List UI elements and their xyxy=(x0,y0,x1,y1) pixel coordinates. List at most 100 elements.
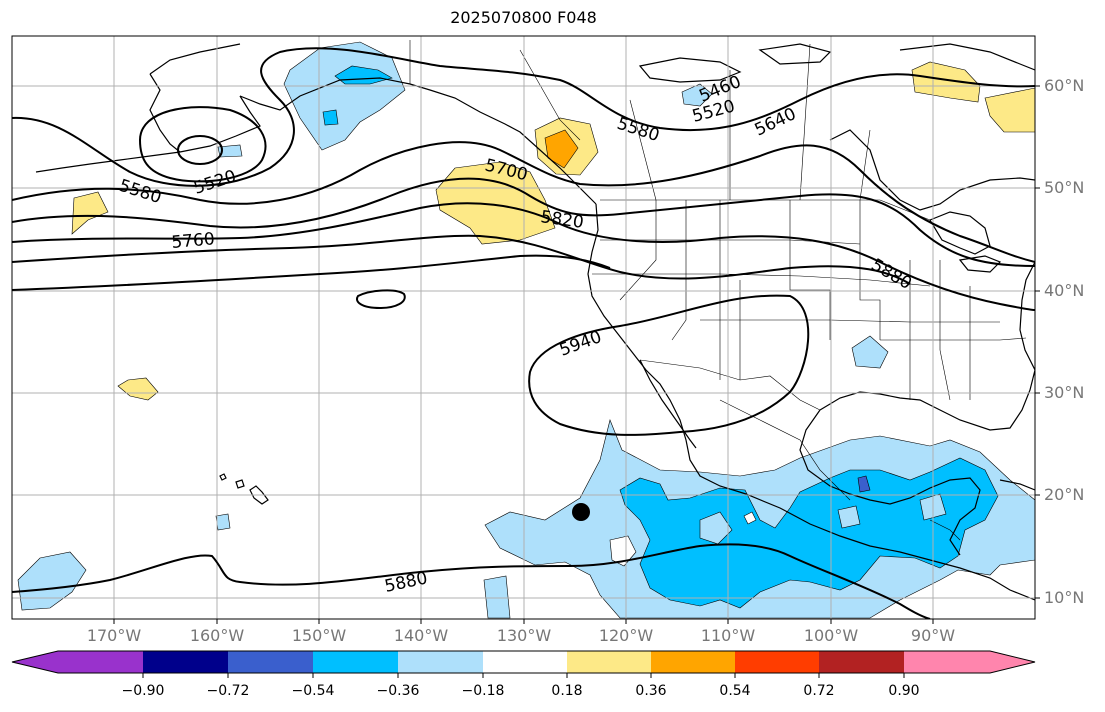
colorbar-segment xyxy=(398,651,483,673)
anomaly-area xyxy=(117,377,159,401)
colorbar-segment xyxy=(58,651,143,673)
border-line xyxy=(859,129,871,201)
anomaly-area xyxy=(681,83,713,107)
coastline xyxy=(958,255,1002,273)
contour-label: 5520 xyxy=(191,166,238,198)
anomaly-area xyxy=(857,475,871,493)
anomaly-area xyxy=(283,41,406,151)
colorbar-tick-label: 0.90 xyxy=(888,683,920,699)
coastline xyxy=(587,203,1035,601)
coastline xyxy=(239,77,597,205)
contour-label: 5760 xyxy=(171,229,216,253)
shaded-field-layer xyxy=(17,41,1035,619)
coastline xyxy=(799,409,981,556)
contour-line xyxy=(12,202,1035,311)
anomaly-area xyxy=(851,335,889,369)
contour-label: 5880 xyxy=(383,568,429,597)
lon-label: 130°W xyxy=(496,626,552,645)
colorbar-segment xyxy=(143,651,228,673)
coastline xyxy=(235,479,245,489)
coastline-layer xyxy=(35,43,1035,601)
lon-label: 160°W xyxy=(189,626,245,645)
contour-line xyxy=(528,294,810,436)
lat-label: 10°N xyxy=(1044,588,1085,607)
colorbar-segment xyxy=(651,651,735,673)
lon-label: 170°W xyxy=(86,626,142,645)
contour-layer xyxy=(12,47,1035,619)
border-line xyxy=(929,519,961,541)
map-panel: 5460 5520 5520 5580 5580 5640 5700 5760 … xyxy=(12,36,1035,619)
border-line xyxy=(639,359,821,411)
contour-line xyxy=(356,289,406,310)
colorbar-segment xyxy=(313,651,398,673)
border-line xyxy=(939,260,951,401)
colorbar-tick-label: −0.72 xyxy=(206,683,250,699)
colorbar-tick-label: −0.54 xyxy=(291,683,335,699)
coastline xyxy=(249,485,269,505)
lat-label: 30°N xyxy=(1044,383,1085,402)
contour-label: 5940 xyxy=(557,327,604,361)
border-line xyxy=(671,200,687,341)
anomaly-area xyxy=(217,144,243,158)
contour-line xyxy=(12,543,931,619)
colorbar-tick-label: −0.36 xyxy=(376,683,420,699)
colorbar-tick-label: 0.36 xyxy=(635,683,667,699)
border-line xyxy=(880,337,1027,341)
anomaly-area xyxy=(435,161,556,245)
coastline xyxy=(149,43,241,75)
graticule-layer xyxy=(12,36,1035,619)
border-line xyxy=(600,239,861,245)
lat-label: 60°N xyxy=(1044,76,1085,95)
contour-label: 5640 xyxy=(752,104,800,140)
border-line xyxy=(719,399,851,501)
colorbar-outline xyxy=(11,650,1036,674)
lon-label: 150°W xyxy=(291,626,347,645)
coastline xyxy=(219,473,227,481)
coastline xyxy=(829,129,1035,211)
colorbar-tick-label: −0.18 xyxy=(461,683,505,699)
anomaly-area xyxy=(483,575,511,619)
anomaly-area xyxy=(743,511,757,525)
contour-line xyxy=(12,234,911,285)
colorbar-segment xyxy=(819,651,904,673)
anomaly-area xyxy=(71,191,109,235)
colorbar-segment xyxy=(904,651,990,673)
contour-label: 5580 xyxy=(116,176,163,208)
anomaly-area xyxy=(837,505,861,529)
contour-line xyxy=(177,135,223,165)
border-line xyxy=(789,200,831,340)
contour-line xyxy=(12,141,1035,263)
border-line xyxy=(859,200,881,340)
anomaly-area xyxy=(484,419,1035,619)
contour-label: 5580 xyxy=(614,114,661,146)
anomaly-area xyxy=(215,513,231,531)
coastline xyxy=(758,43,832,65)
anomaly-area xyxy=(17,551,87,611)
colorbar xyxy=(11,650,1036,678)
lat-label: 40°N xyxy=(1044,281,1085,300)
anomaly-area xyxy=(544,129,579,169)
colorbar-tick-label: 0.18 xyxy=(551,683,583,699)
contour-label: 5880 xyxy=(868,255,915,294)
contour-line xyxy=(138,106,267,183)
colorbar-tick-label: 0.72 xyxy=(803,683,835,699)
coastline xyxy=(149,73,181,153)
border-line xyxy=(799,43,811,201)
coastline xyxy=(929,211,991,255)
map-title: 2025070800 F048 xyxy=(450,8,597,27)
lon-label: 120°W xyxy=(598,626,654,645)
anomaly-area xyxy=(699,511,733,545)
colorbar-tick-label: −0.90 xyxy=(121,683,165,699)
coastline xyxy=(819,369,1035,431)
storm-center-dot xyxy=(572,503,590,521)
coastline xyxy=(1019,261,1035,371)
anomaly-area xyxy=(984,87,1035,133)
lon-label: 110°W xyxy=(700,626,756,645)
colorbar-segment xyxy=(483,651,567,673)
contour-line xyxy=(12,177,1035,267)
lon-label: 140°W xyxy=(393,626,449,645)
colorbar-segment xyxy=(12,651,58,673)
coastline xyxy=(639,359,697,449)
anomaly-area xyxy=(911,61,981,103)
